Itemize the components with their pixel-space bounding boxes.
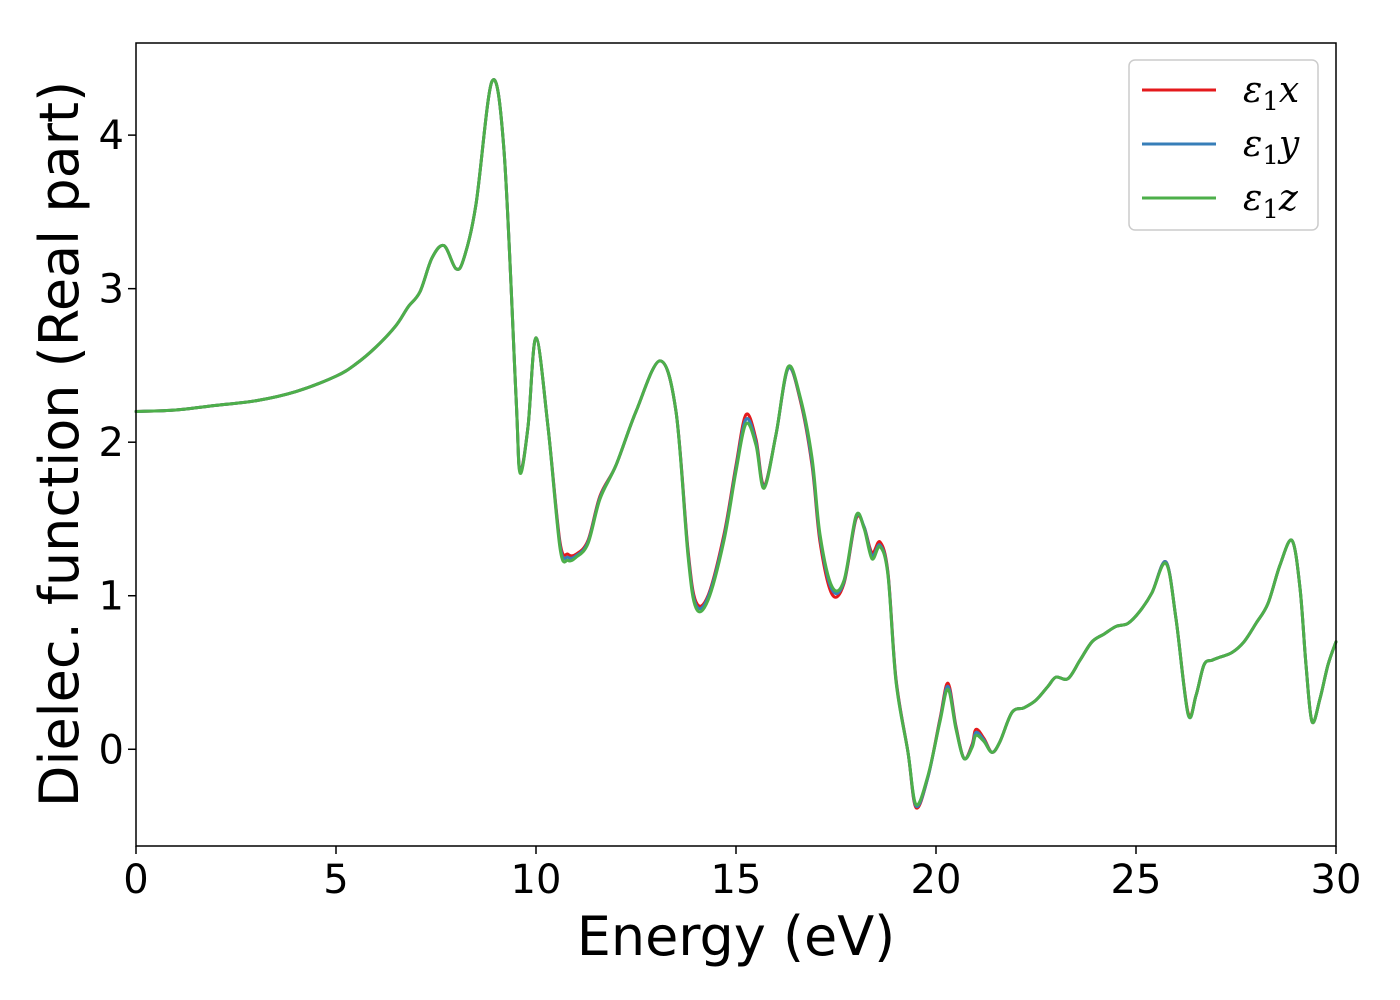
x-tick-label: 25 — [1111, 857, 1162, 903]
x-tick-label: 30 — [1311, 857, 1362, 903]
legend-symbol: ε — [1243, 178, 1262, 219]
y-tick-label: 0 — [99, 727, 124, 773]
y-axis-ticks: 0 1 2 3 4 — [99, 113, 136, 773]
y-axis-label: Dielec. function (Real part) — [28, 81, 91, 807]
legend-label-y: ε1y — [1243, 124, 1300, 171]
legend-symbol: ε — [1243, 124, 1262, 165]
legend-subscript: 1 — [1262, 87, 1279, 117]
y-tick-label: 2 — [99, 420, 124, 466]
legend-symbol: ε — [1243, 70, 1262, 111]
legend-subscript: 1 — [1262, 141, 1279, 171]
series-line-z — [134, 78, 1338, 807]
series-lines — [134, 78, 1338, 810]
y-tick-label: 3 — [99, 267, 124, 313]
y-tick-label: 1 — [99, 574, 124, 620]
x-tick-label: 10 — [511, 857, 562, 903]
x-tick-label: 5 — [323, 857, 348, 903]
legend-label-x: ε1x — [1243, 70, 1299, 117]
legend-axis: y — [1277, 124, 1300, 165]
x-tick-label: 0 — [123, 857, 148, 903]
legend-subscript: 1 — [1262, 195, 1279, 225]
y-tick-label: 4 — [99, 113, 124, 159]
legend-label-z: ε1z — [1243, 178, 1299, 225]
legend-axis: x — [1279, 70, 1299, 111]
x-tick-label: 20 — [911, 857, 962, 903]
x-axis-ticks: 0 5 10 15 20 25 30 — [123, 846, 1361, 903]
x-axis-label: Energy (eV) — [577, 905, 896, 968]
legend-axis: z — [1278, 178, 1299, 219]
x-tick-label: 15 — [711, 857, 762, 903]
legend-box — [1128, 59, 1319, 231]
